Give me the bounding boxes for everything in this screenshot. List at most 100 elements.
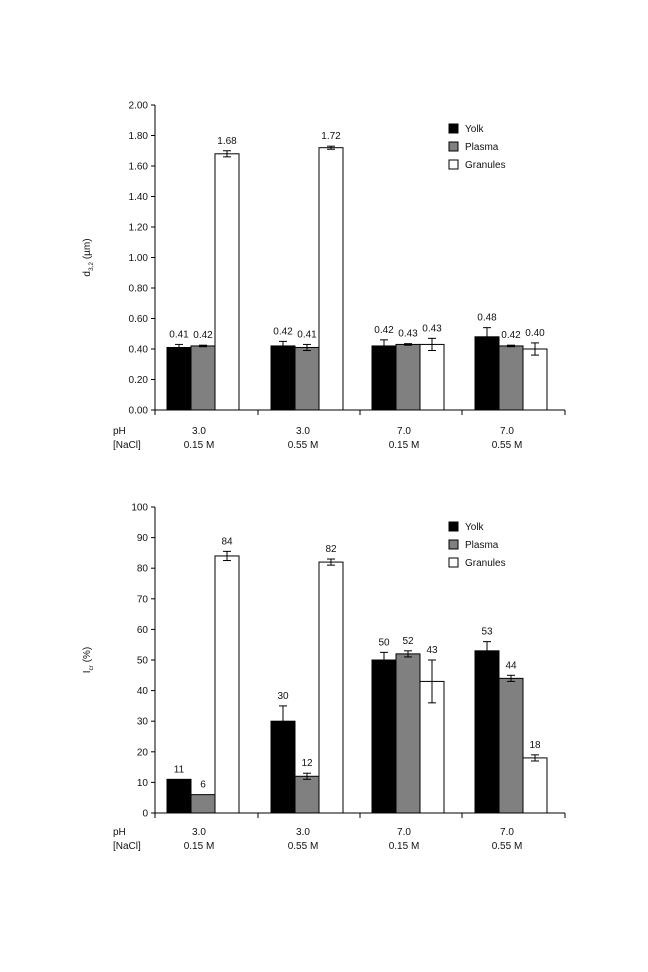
row-label-nacl: [NaCl] bbox=[113, 841, 141, 852]
data-label-yolk: 0.42 bbox=[374, 325, 394, 336]
category-nacl-label: 0.55 M bbox=[288, 440, 319, 451]
data-label-plasma: 6 bbox=[200, 780, 206, 791]
legend-swatch-yolk bbox=[448, 123, 459, 134]
category-ph-label: 7.0 bbox=[500, 827, 514, 838]
bar-yolk bbox=[371, 659, 397, 814]
data-label-plasma: 44 bbox=[505, 660, 517, 671]
y-tick-label: 90 bbox=[137, 533, 149, 544]
data-label-granules: 0.43 bbox=[422, 323, 442, 334]
data-label-granules: 1.68 bbox=[217, 136, 237, 147]
data-label-yolk: 0.48 bbox=[477, 313, 497, 324]
y-tick-label: 0.40 bbox=[129, 345, 149, 356]
y-tick-label: 1.20 bbox=[129, 223, 149, 234]
y-axis-label-main: d bbox=[82, 271, 93, 277]
category-nacl-label: 0.15 M bbox=[184, 440, 215, 451]
y-axis-label-main: I bbox=[82, 670, 93, 673]
legend-swatch-plasma bbox=[448, 539, 459, 550]
bar-plasma bbox=[190, 345, 216, 411]
category-ph-label: 3.0 bbox=[192, 827, 206, 838]
y-tick-label: 10 bbox=[137, 778, 149, 789]
bar-granules bbox=[318, 147, 344, 411]
data-label-yolk: 30 bbox=[277, 691, 289, 702]
bar-granules bbox=[419, 680, 445, 814]
category-nacl-label: 0.15 M bbox=[389, 841, 420, 852]
data-label-plasma: 0.43 bbox=[398, 329, 418, 340]
bar-yolk bbox=[371, 345, 397, 411]
legend-label-yolk: Yolk bbox=[465, 124, 485, 135]
legend-label-granules: Granules bbox=[465, 160, 506, 171]
data-label-yolk: 50 bbox=[378, 637, 390, 648]
data-label-granules: 1.72 bbox=[321, 131, 341, 142]
data-label-granules: 82 bbox=[325, 544, 337, 555]
y-tick-label: 80 bbox=[137, 564, 149, 575]
legend-label-plasma: Plasma bbox=[465, 540, 499, 551]
y-tick-label: 40 bbox=[137, 686, 149, 697]
legend-swatch-granules bbox=[448, 159, 459, 170]
y-tick-label: 0.20 bbox=[129, 375, 149, 386]
bar-plasma bbox=[498, 677, 524, 814]
y-tick-label: 0.00 bbox=[129, 406, 149, 417]
data-label-granules: 84 bbox=[221, 536, 233, 547]
y-tick-label: 1.80 bbox=[129, 131, 149, 142]
category-ph-label: 7.0 bbox=[397, 426, 411, 437]
legend-swatch-granules bbox=[448, 557, 459, 568]
data-label-yolk: 0.42 bbox=[273, 326, 293, 337]
bar-granules bbox=[214, 153, 240, 411]
bar-yolk bbox=[270, 345, 296, 411]
chart-panel-2: 0 10 20 30 40 50 60 70 80 90 100 Icr (%) 11 6 84 3.0 0.1… bbox=[82, 503, 566, 852]
y-tick-label: 1.00 bbox=[129, 253, 149, 264]
y-tick-label: 50 bbox=[137, 656, 149, 667]
y-axis-label-sub: cr bbox=[88, 664, 95, 670]
bar-plasma bbox=[395, 343, 421, 411]
category-nacl-label: 0.55 M bbox=[288, 841, 319, 852]
y-axis-label-unit: (%) bbox=[82, 647, 93, 665]
y-tick-label: 2.00 bbox=[129, 101, 149, 112]
category-ph-label: 7.0 bbox=[397, 827, 411, 838]
y-tick-label: 0 bbox=[142, 809, 148, 820]
chart-panel-1: 0.00 0.20 0.40 0.60 0.80 1.00 1.20 1.40 1.60 1.80… bbox=[82, 101, 566, 451]
y-tick-label: 30 bbox=[137, 717, 149, 728]
bar-plasma bbox=[294, 346, 320, 411]
row-label-ph: pH bbox=[113, 827, 126, 838]
y-tick-label: 0.80 bbox=[129, 284, 149, 295]
y-tick-label: 1.60 bbox=[129, 162, 149, 173]
category-ph-label: 3.0 bbox=[296, 827, 310, 838]
bar-plasma bbox=[395, 653, 421, 814]
category-nacl-label: 0.15 M bbox=[184, 841, 215, 852]
legend-label-yolk: Yolk bbox=[465, 522, 485, 533]
bar-yolk bbox=[166, 778, 192, 814]
data-label-granules: 18 bbox=[529, 740, 541, 751]
y-tick-label: 60 bbox=[137, 625, 149, 636]
y-tick-label: 1.40 bbox=[129, 192, 149, 203]
y-axis-label: d3,2 (µm) bbox=[82, 238, 95, 276]
bar-granules bbox=[214, 555, 240, 814]
bar-plasma bbox=[294, 775, 320, 814]
legend-label-granules: Granules bbox=[465, 558, 506, 569]
data-label-plasma: 0.42 bbox=[193, 330, 213, 341]
data-label-plasma: 0.41 bbox=[297, 329, 317, 340]
data-label-plasma: 52 bbox=[402, 636, 414, 647]
bar-plasma bbox=[190, 794, 216, 814]
bar-plasma bbox=[498, 345, 524, 411]
y-axis-label-sub: 3,2 bbox=[88, 262, 95, 271]
bar-yolk bbox=[474, 650, 500, 814]
category-ph-label: 3.0 bbox=[192, 426, 206, 437]
category-nacl-label: 0.15 M bbox=[389, 440, 420, 451]
legend-swatch-plasma bbox=[448, 141, 459, 152]
category-ph-label: 7.0 bbox=[500, 426, 514, 437]
data-label-plasma: 0.42 bbox=[501, 330, 521, 341]
y-axis-label-unit: (µm) bbox=[82, 238, 93, 262]
row-label-nacl: [NaCl] bbox=[113, 440, 141, 451]
bar-granules bbox=[318, 561, 344, 814]
bar-granules bbox=[522, 348, 548, 411]
legend-label-plasma: Plasma bbox=[465, 142, 499, 153]
data-label-yolk: 0.41 bbox=[169, 329, 189, 340]
data-label-granules: 43 bbox=[426, 645, 438, 656]
y-tick-label: 20 bbox=[137, 747, 149, 758]
category-nacl-label: 0.55 M bbox=[492, 440, 523, 451]
row-label-ph: pH bbox=[113, 426, 126, 437]
y-tick-label: 0.60 bbox=[129, 314, 149, 325]
data-label-plasma: 12 bbox=[301, 758, 313, 769]
category-ph-label: 3.0 bbox=[296, 426, 310, 437]
